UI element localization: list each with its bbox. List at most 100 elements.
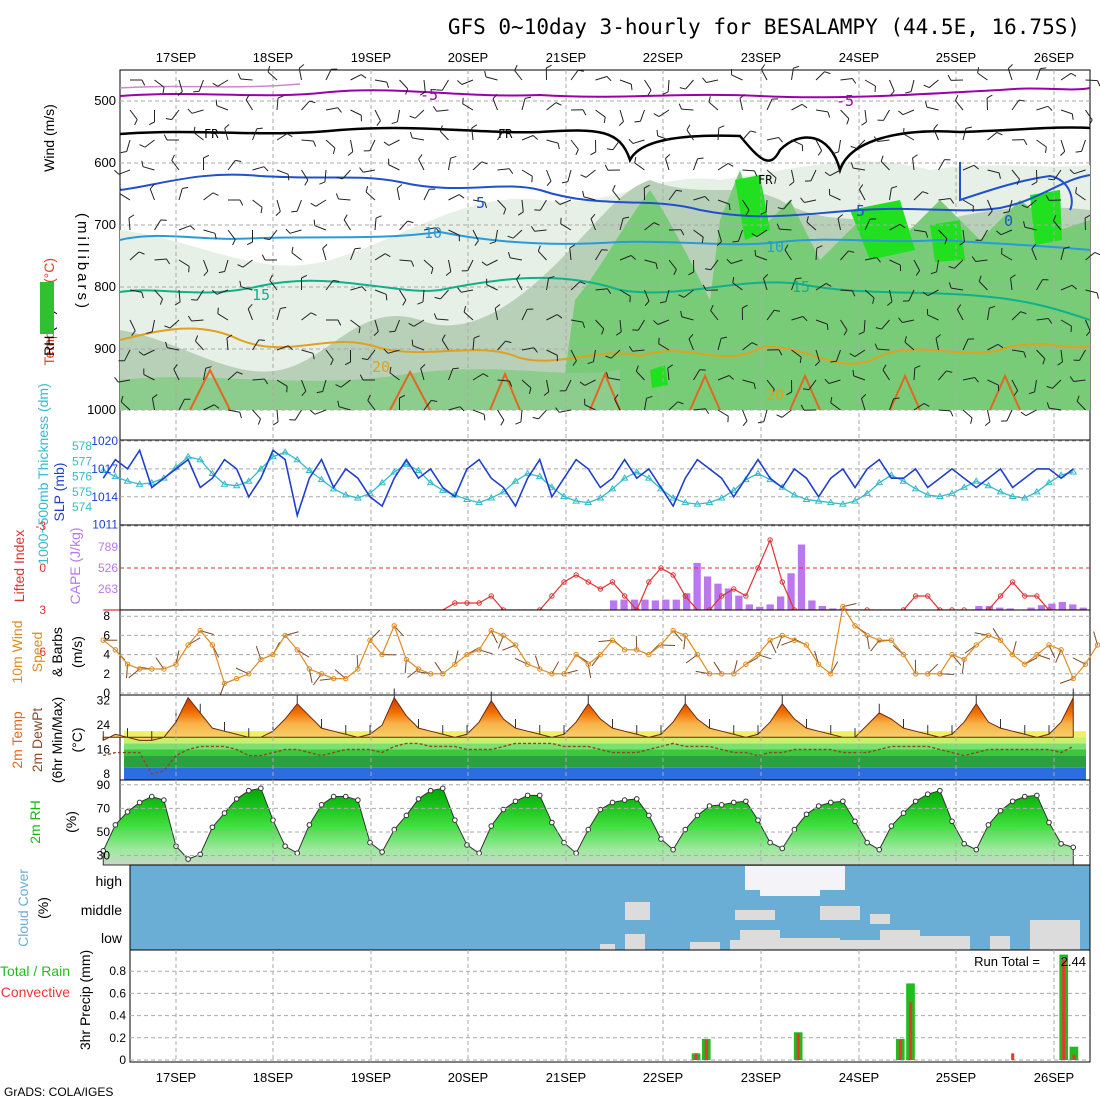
thickness-point — [523, 469, 532, 477]
wind-barb-shaft — [1085, 79, 1098, 82]
label-cloud-cover: Cloud Cover — [15, 869, 31, 947]
wind-barb-shaft — [374, 218, 377, 231]
label-cloud-unit: (%) — [35, 897, 51, 919]
wind-barb-shaft — [791, 316, 804, 321]
cloud-block — [780, 938, 840, 950]
wind-barb-shaft — [178, 399, 185, 411]
wind-barb-flag — [187, 315, 192, 322]
temp-band — [124, 737, 1086, 744]
wind-barb-shaft — [889, 398, 895, 411]
wind-barb-shaft — [472, 409, 485, 415]
wind-barb-shaft — [644, 259, 657, 264]
wind-barb-flag — [149, 184, 155, 190]
wind-barb-shaft — [717, 229, 722, 242]
rh-point — [355, 797, 361, 803]
precip-conv-bar — [704, 1040, 708, 1060]
thickness-point — [948, 489, 956, 496]
wind-barb-shaft — [904, 341, 915, 351]
wind-barb-shaft — [1073, 169, 1086, 175]
wind-barb-flag — [1088, 119, 1093, 126]
wind-barb-flag — [264, 378, 269, 385]
wind-barb-shaft — [396, 188, 400, 201]
wind-barb-flag — [751, 342, 758, 346]
cape-bar — [776, 596, 785, 610]
wind-barb-flag — [579, 381, 586, 386]
wind-barb-shaft — [227, 371, 238, 381]
wind-barb-flag — [922, 291, 929, 297]
wind-barb-flag — [310, 409, 316, 415]
precip-conv-bar — [1062, 960, 1066, 1060]
wind-barb-shaft — [129, 289, 142, 293]
wind-barb-flag — [582, 190, 585, 197]
wind-barb-shaft — [840, 319, 848, 331]
wind-barb-flag — [569, 244, 576, 249]
thickness-point — [390, 468, 399, 475]
wind-barb-shaft — [471, 128, 474, 141]
li-point — [597, 586, 604, 592]
wind-barb-flag — [778, 349, 783, 356]
wind-barb-flag — [361, 358, 368, 361]
wind-barb-shaft — [1024, 226, 1037, 231]
wind-barb-shaft — [485, 76, 498, 81]
wind-barb-shaft — [1060, 72, 1072, 81]
rh-point — [306, 822, 313, 828]
wind-barb-flag — [463, 306, 467, 313]
wind-barb-shaft — [512, 229, 523, 239]
wind-barb-shaft — [665, 158, 670, 171]
wind-barb-flag — [837, 214, 843, 219]
wind-barb-shaft — [742, 342, 753, 351]
li-point — [743, 593, 749, 599]
wind-barb-flag — [876, 257, 881, 263]
wind-barb-shaft — [198, 79, 204, 92]
wind-barb-flag — [605, 355, 612, 359]
temp-minmax-bars — [102, 688, 1074, 741]
wind-point — [973, 642, 979, 648]
wind-barb-flag — [628, 138, 634, 144]
wind-barb-shaft — [129, 109, 138, 120]
wind-barb-flag — [275, 211, 281, 216]
wind-barb-flag — [915, 270, 921, 276]
cloud-level-middle: middle — [81, 902, 122, 918]
wind-barb-flag — [286, 386, 288, 393]
wind-barb-flag — [673, 269, 677, 276]
wind-barb-flag — [333, 279, 340, 282]
wind-barb-flag — [232, 239, 236, 246]
rh-legend-swatch — [40, 282, 54, 334]
cape-bar — [735, 595, 743, 610]
wind-barb-flag — [799, 356, 802, 364]
wind-barb-shaft — [791, 103, 803, 111]
wind-point — [646, 651, 652, 658]
wind-barb-flag — [771, 389, 775, 396]
wind-barb-shaft — [570, 69, 579, 81]
wind-point — [585, 661, 591, 667]
wind-barb-flag — [411, 339, 414, 346]
rh-point — [185, 856, 191, 862]
wind-barb-shaft — [203, 404, 215, 411]
wind-barb-flag — [409, 115, 416, 119]
rh-point — [633, 796, 640, 802]
cape-side-labels: Lifted Index CAPE (J/kg) — [11, 527, 83, 604]
tick-label: 789 — [98, 540, 118, 554]
wind-barb-flag — [376, 120, 381, 126]
wind-barb-shaft — [497, 409, 505, 421]
wind-barb-flag — [874, 343, 878, 350]
tick-label: 6 — [39, 645, 46, 659]
li-point — [585, 579, 591, 585]
wind-barb-flag — [434, 296, 441, 300]
wind-barb-flag — [239, 412, 242, 419]
wind-barb-shaft — [448, 194, 460, 201]
wind-barb-flag — [705, 408, 710, 415]
wind-barb-shaft — [962, 229, 965, 242]
wind-barb-shaft — [806, 221, 817, 231]
rh-point — [973, 846, 980, 853]
wind-barb-flag — [473, 335, 480, 339]
wind-barb-shaft — [639, 109, 645, 122]
wind-barb-shaft — [1060, 349, 1063, 362]
wind-barb-shaft — [154, 219, 162, 231]
precip-conv-bar — [909, 1002, 913, 1060]
wind-barb-flag — [750, 130, 757, 133]
wind-barb-shaft — [938, 409, 951, 412]
wind-barb-shaft — [472, 338, 475, 351]
wind-barb-shaft — [538, 409, 547, 420]
rh-point — [100, 848, 107, 854]
